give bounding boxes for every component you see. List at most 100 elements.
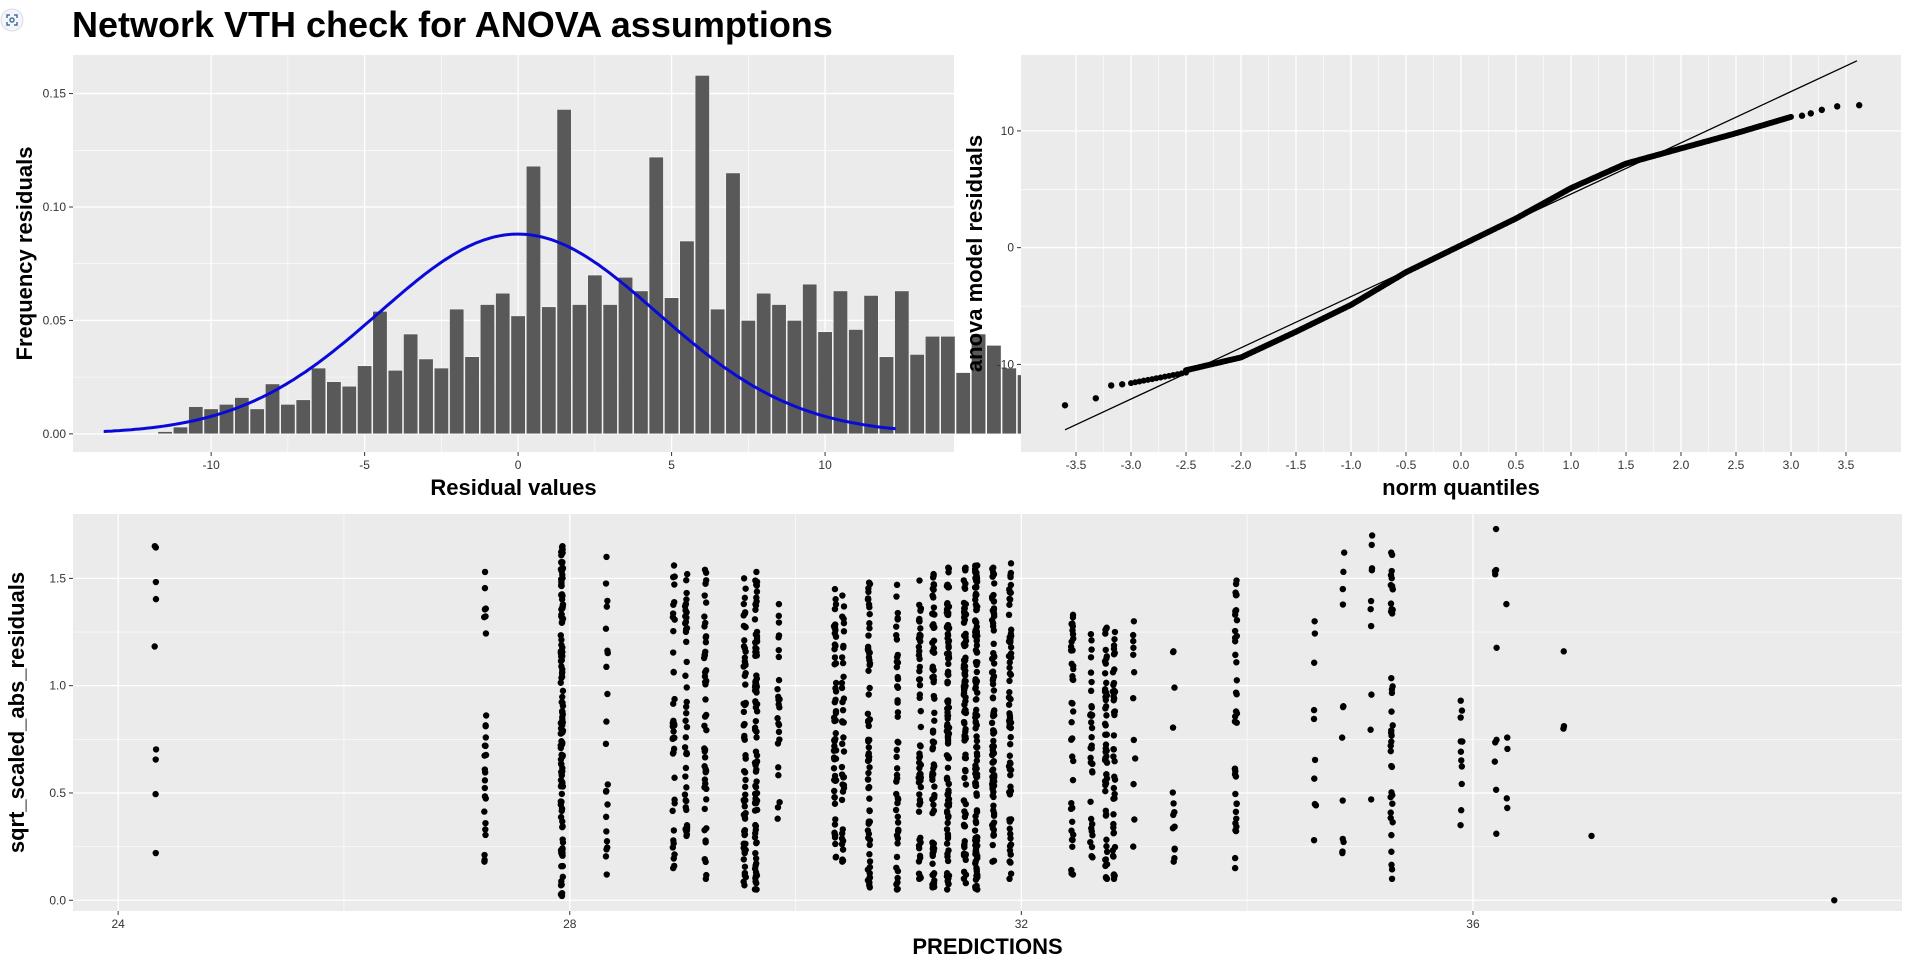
residual-point [1233,677,1240,684]
residual-point [972,885,979,892]
qq-point [1183,369,1189,376]
residual-point [604,801,611,808]
residual-point [682,734,689,741]
residual-point [558,778,566,786]
residual-point [701,745,708,752]
histogram-bar [587,274,603,435]
residual-point [741,813,748,820]
residual-point [1068,827,1075,834]
residual-point [944,732,952,739]
residual-point [669,649,677,656]
residual-point [774,804,782,811]
residual-point [929,585,937,592]
residual-point [1087,719,1095,726]
residual-point [742,776,749,784]
histogram-bar [848,329,864,435]
residual-point [1233,815,1240,822]
residual-point [839,781,846,788]
residual-point [917,874,924,882]
histogram-bar [265,383,280,435]
qq-point [1119,381,1126,388]
residual-point [989,695,997,702]
residual-point [742,623,749,631]
residual-point [943,650,951,657]
residual-point [1111,843,1119,851]
residual-point [482,826,489,833]
residual-point [603,553,610,561]
histogram-bar [541,306,557,435]
residual-point [742,669,749,677]
screenshot-icon[interactable] [0,8,24,32]
residual-point [838,654,846,661]
qq-point [1108,382,1115,389]
residual-point [603,603,611,610]
residual-point [1068,866,1075,874]
residual-point [1339,797,1346,804]
residual-point [740,844,747,852]
residual-point [1457,714,1464,721]
residual-point [1007,851,1014,858]
residual-point [945,624,953,632]
residual-point [864,710,872,717]
residual-point [930,801,937,808]
residual-point [1504,745,1511,753]
scale-location-panel [73,514,1902,911]
residual-point [838,835,846,842]
residual-point [944,605,951,612]
histogram-bar [786,320,802,435]
histogram-bar [526,165,541,435]
residual-point [1068,699,1075,707]
residual-point [988,593,996,601]
residual-point [989,620,997,627]
histogram-bar [832,290,848,435]
residual-point [832,747,840,754]
residual-point [1233,800,1240,807]
residual-point [832,709,840,717]
residual-point [990,831,998,839]
residual-point [1006,825,1013,832]
residual-point [1088,852,1095,860]
residual-point [1233,577,1240,584]
residual-point [775,676,783,684]
residual-point [1088,733,1095,741]
residual-point [1368,532,1376,539]
qq-point [1798,112,1806,119]
histogram-bar [694,75,710,435]
residual-point [1088,637,1095,644]
residual-point [1088,646,1095,653]
residual-point [1007,841,1015,848]
histogram-bar [572,304,587,435]
residual-point [557,744,565,752]
residual-point [481,856,488,864]
residual-point [839,740,846,748]
residual-point [945,789,952,796]
residual-point [753,700,761,708]
residual-point [930,870,938,877]
residual-point [753,752,761,759]
residual-point [1110,820,1117,828]
residual-point [670,855,677,862]
residual-point [1103,759,1111,766]
residual-point [742,585,749,592]
residual-point [1560,648,1567,655]
residual-point [944,678,951,685]
residual-point [1007,644,1015,651]
residual-point [865,601,873,608]
residual-point [832,660,840,667]
residual-point [973,807,981,814]
residual-point [1339,848,1346,855]
residual-point [681,791,689,798]
residual-point [831,831,839,838]
residual-point [1088,678,1095,686]
residual-point [702,648,709,655]
residual-point [864,647,872,654]
residual-point [916,601,923,609]
residual-point [865,769,872,777]
residual-point [775,646,782,654]
residual-point [776,798,783,806]
residual-point [1312,802,1320,809]
residual-point [1089,832,1096,839]
residual-point [945,564,952,571]
residual-point [683,589,690,597]
residual-point [892,806,900,814]
